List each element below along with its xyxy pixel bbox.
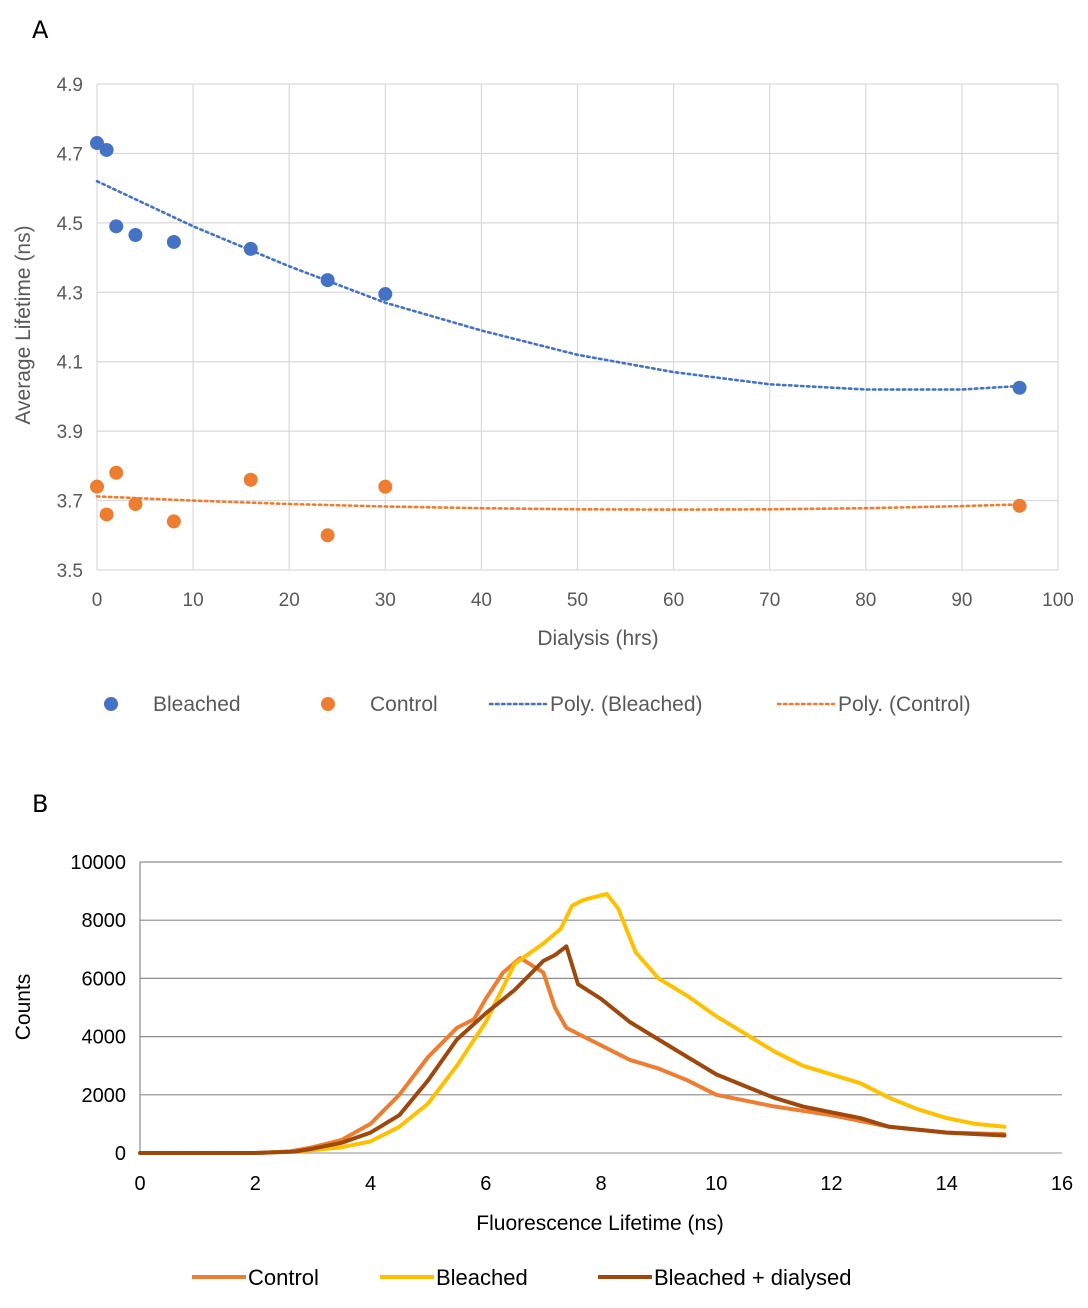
chart-a-y-tick: 3.9 — [57, 422, 83, 443]
chart-a-y-tick: 4.3 — [57, 283, 83, 304]
panel-b-label: B — [32, 790, 48, 818]
chart-b-legend-label-bleached-dialysed: Bleached + dialysed — [654, 1265, 852, 1290]
chart-a-point-bleached — [1012, 380, 1027, 395]
chart-b-line-bleached — [138, 892, 1007, 1155]
chart-b-series-lines — [138, 892, 1007, 1155]
chart-a-x-tick: 60 — [663, 590, 684, 611]
chart-a-y-tick: 4.5 — [57, 214, 83, 235]
chart-a-y-tick: 3.5 — [57, 561, 83, 582]
chart-b-x-tick: 0 — [134, 1173, 145, 1195]
chart-b-x-tick: 16 — [1051, 1173, 1073, 1195]
chart-b-y-axis-title: Counts — [12, 974, 35, 1041]
chart-a-points — [90, 136, 1027, 543]
chart-b-line-bleached-dialysed — [138, 944, 1007, 1155]
chart-a-legend-label-poly-control: Poly. (Control) — [838, 693, 971, 716]
chart-a-legend: Bleached Control Poly. (Bleached) Poly. (Co… — [104, 693, 971, 716]
chart-b-line-control — [138, 956, 1007, 1155]
chart-a-point-control — [90, 479, 104, 494]
chart-b-legend-label-bleached: Bleached — [436, 1265, 528, 1290]
chart-a-x-tick: 70 — [759, 590, 780, 611]
chart-a-trendline-poly-control — [95, 495, 1021, 511]
chart-a-x-axis-title: Dialysis (hrs) — [537, 627, 658, 650]
chart-b-x-tick: 14 — [936, 1173, 958, 1195]
chart-a-legend-label-control: Control — [370, 693, 438, 716]
chart-a-point-bleached — [166, 234, 181, 249]
chart-a-y-tick: 4.7 — [57, 144, 83, 165]
chart-b-legend: Control Bleached Bleached + dialysed — [192, 1265, 852, 1290]
chart-b-x-axis-title: Fluorescence Lifetime (ns) — [476, 1212, 723, 1235]
chart-b-x-tick: 12 — [820, 1173, 842, 1195]
chart-a-legend-marker-control — [321, 697, 335, 711]
chart-a-legend-label-bleached: Bleached — [153, 693, 241, 716]
chart-a-tick-labels: 0 10 20 30 40 50 60 70 80 90 100 4.9 4.7 4.5 4.3 4.1 3.9… — [57, 75, 1074, 611]
chart-a-trendlines — [95, 179, 1021, 511]
chart-b-y-tick: 4000 — [82, 1027, 127, 1049]
chart-b-y-tick: 6000 — [82, 968, 127, 990]
chart-a-gridlines — [96, 83, 1059, 571]
chart-a-x-tick: 50 — [567, 590, 588, 611]
chart-a-point-control — [166, 514, 181, 529]
chart-a-point-bleached — [109, 219, 124, 234]
chart-b-legend-label-control: Control — [248, 1265, 319, 1290]
panel-a-label: A — [32, 16, 49, 44]
chart-b-y-tick: 2000 — [82, 1085, 127, 1107]
chart-a-point-bleached — [320, 273, 335, 288]
chart-a-point-bleached — [378, 287, 393, 302]
chart-a-y-tick: 4.9 — [57, 75, 83, 96]
chart-a-point-control — [1012, 498, 1027, 513]
chart-a-point-control — [109, 465, 124, 480]
chart-a-x-tick: 10 — [183, 590, 204, 611]
chart-a-x-tick: 30 — [375, 590, 396, 611]
chart-a-x-tick: 80 — [855, 590, 876, 611]
chart-a-y-tick: 4.1 — [57, 353, 83, 374]
chart-a-point-bleached — [99, 142, 114, 157]
chart-a-point-bleached — [243, 241, 258, 256]
chart-a-y-axis-title: Average Lifetime (ns) — [12, 225, 35, 424]
chart-a-x-tick: 100 — [1042, 590, 1074, 611]
chart-b-y-tick: 8000 — [82, 910, 127, 932]
chart-b-tick-labels: 10000 8000 6000 4000 2000 00 2 4 6 8 10 12 14 16 — [70, 852, 1073, 1195]
chart-b-x-tick: 10 — [705, 1173, 727, 1195]
chart-a-legend-marker-bleached — [104, 697, 118, 711]
chart-a-legend-label-poly-bleached: Poly. (Bleached) — [550, 693, 703, 716]
chart-a-point-control — [243, 472, 258, 487]
chart-a-x-tick: 90 — [951, 590, 972, 611]
chart-a-point-bleached — [90, 136, 104, 151]
chart-a-x-tick: 0 — [92, 590, 103, 611]
chart-b-x-tick: 4 — [365, 1173, 376, 1195]
chart-a-point-control — [378, 479, 393, 494]
chart-b-x-tick: 2 — [250, 1173, 261, 1195]
chart-a-point-bleached — [128, 228, 143, 243]
chart-b-y-tick: 0 — [115, 1143, 126, 1165]
chart-a-x-tick: 40 — [471, 590, 492, 611]
chart-b-x-tick: 8 — [595, 1173, 606, 1195]
chart-b-x-tick: 6 — [480, 1173, 491, 1195]
chart-a-point-control — [128, 497, 143, 512]
chart-a-x-tick: 20 — [279, 590, 300, 611]
chart-b-y-tick: 10000 — [70, 852, 126, 874]
chart-a-point-control — [320, 528, 335, 543]
chart-a-y-tick: 3.7 — [57, 492, 83, 513]
chart-a-point-control — [99, 507, 114, 522]
chart-a-trendline-poly-bleached — [95, 179, 1021, 391]
